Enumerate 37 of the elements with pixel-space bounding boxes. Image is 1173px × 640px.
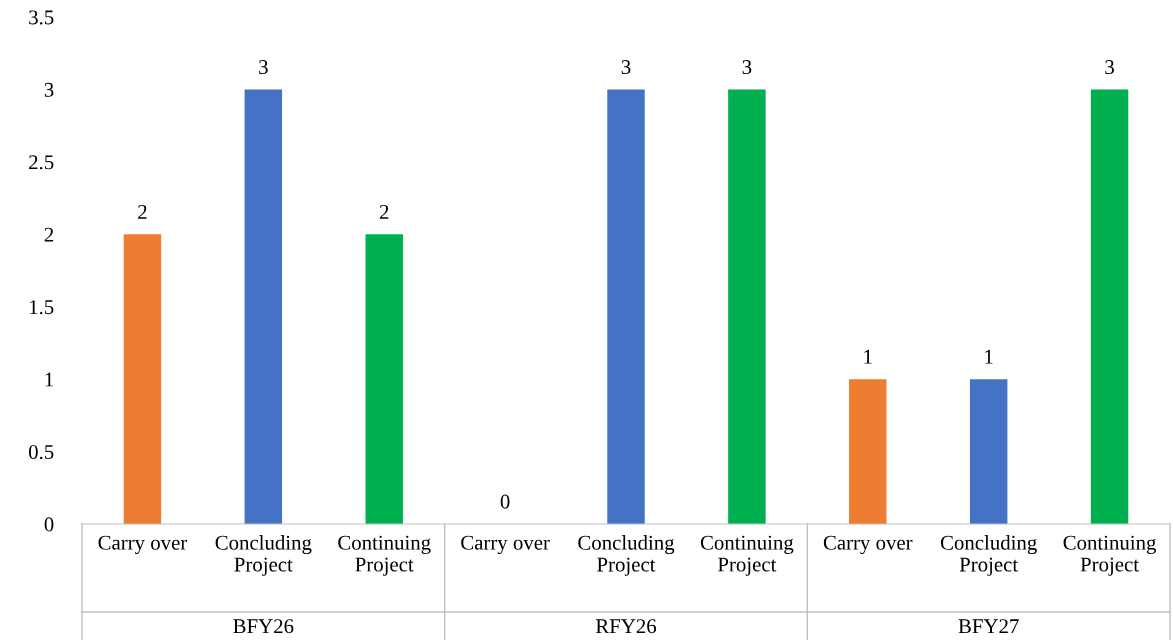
data-label: 3 bbox=[742, 60, 752, 75]
x-tick-label: Continuing Project bbox=[338, 535, 431, 576]
y-tick-label: 3.5 bbox=[29, 10, 54, 25]
x-tick-label: Concluding Project bbox=[940, 535, 1037, 576]
y-tick-label: 0 bbox=[44, 517, 54, 532]
data-label: 2 bbox=[379, 204, 389, 219]
data-label: 1 bbox=[864, 349, 872, 364]
data-label: 2 bbox=[138, 204, 147, 219]
x-tick-label: Continuing Project bbox=[1063, 535, 1157, 576]
bar bbox=[728, 89, 766, 524]
x-tick-label: Continuing Project bbox=[700, 535, 794, 576]
x-tick-label: Concluding Project bbox=[215, 535, 312, 576]
bar bbox=[969, 379, 1008, 524]
text: BFY27 bbox=[958, 619, 1019, 634]
y-tick-label: 1 bbox=[45, 372, 53, 387]
data-label: 3 bbox=[621, 60, 631, 75]
x-tick-label: Carry over bbox=[823, 535, 913, 554]
y-tick-label: 0.5 bbox=[28, 444, 54, 460]
bar bbox=[244, 89, 283, 524]
y-tick-label: 1.5 bbox=[30, 300, 54, 315]
data-label: 3 bbox=[259, 60, 268, 75]
bar bbox=[365, 234, 403, 524]
y-tick-label: 2.5 bbox=[29, 155, 54, 170]
y-tick-label: 3 bbox=[44, 82, 54, 97]
x-tick-label: Carry over bbox=[98, 535, 188, 554]
bar bbox=[607, 89, 645, 524]
bar bbox=[849, 379, 887, 524]
x-tick-label: Concluding Project bbox=[578, 535, 675, 576]
bar bbox=[1090, 89, 1129, 524]
data-label: 3 bbox=[1105, 60, 1114, 75]
text: BFY26 bbox=[233, 619, 294, 634]
x-tick-label: Carry over bbox=[461, 535, 550, 554]
y-tick-label: 2 bbox=[44, 227, 54, 242]
bar bbox=[123, 234, 162, 524]
data-label: 1 bbox=[985, 349, 993, 364]
data-label: 0 bbox=[500, 494, 510, 509]
text: RFY26 bbox=[595, 619, 657, 634]
